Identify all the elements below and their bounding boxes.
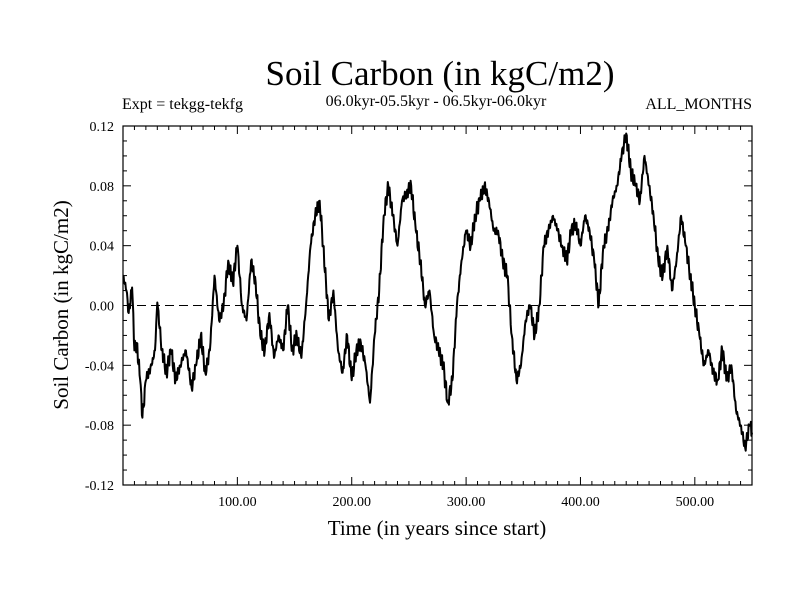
chart-title: Soil Carbon (in kgC/m2) [265, 54, 614, 93]
period-label: ALL_MONTHS [645, 96, 752, 113]
experiment-label: Expt = tekgg-tekfg [122, 96, 243, 113]
y-tick-label: -0.08 [85, 419, 114, 434]
y-axis-label: Soil Carbon (in kgC/m2) [49, 200, 73, 409]
x-tick-label: 200.00 [332, 495, 371, 510]
y-tick-label: 0.00 [90, 300, 115, 315]
x-tick-label: 100.00 [218, 495, 257, 510]
y-tick-label: -0.04 [85, 359, 114, 374]
x-tick-label: 300.00 [447, 495, 486, 510]
x-axis-label: Time (in years since start) [328, 516, 547, 540]
series-line [122, 132, 753, 452]
x-tick-label: 500.00 [676, 495, 715, 510]
y-tick-label: 0.12 [90, 120, 115, 135]
y-tick-label: 0.08 [90, 180, 115, 195]
plot-area: 100.00 200.00 300.00 400.00 500.00 -0.12 -0.08… [85, 120, 753, 510]
y-tick-label: 0.04 [90, 240, 115, 255]
y-tick-label: -0.12 [85, 479, 114, 494]
chart-subtitle: 06.0kyr-05.5kyr - 06.5kyr-06.0kyr [326, 93, 547, 110]
x-tick-label: 400.00 [561, 495, 600, 510]
